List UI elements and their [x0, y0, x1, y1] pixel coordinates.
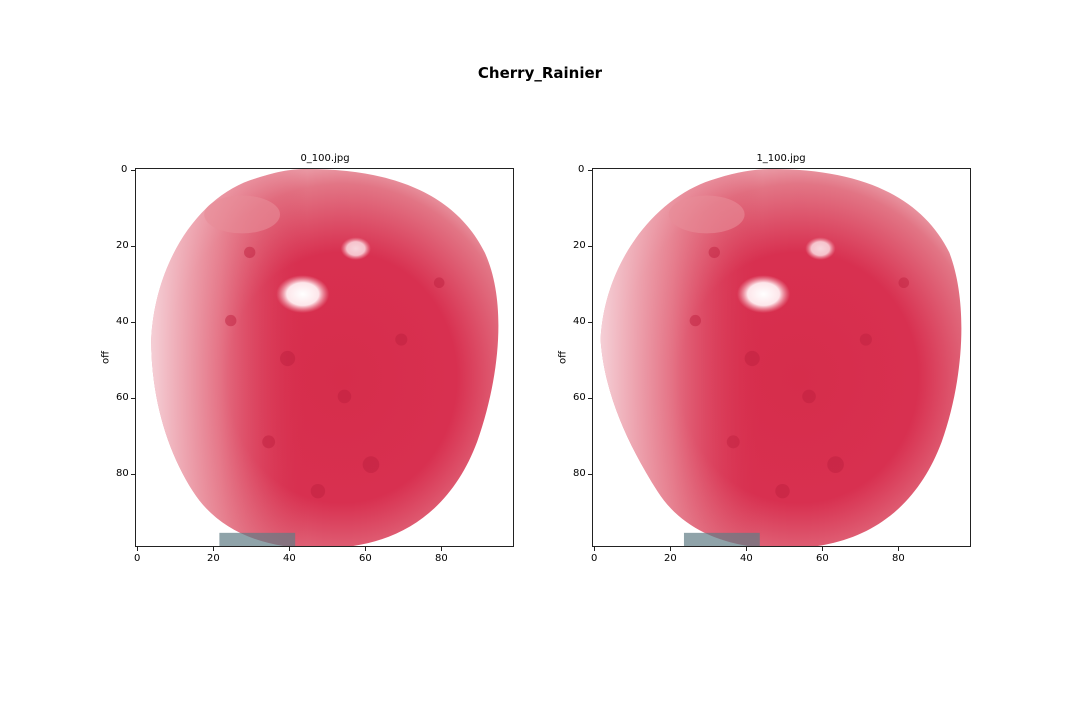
y-tick-mark: [588, 474, 592, 475]
x-tick-mark: [137, 547, 138, 551]
image-frame: [135, 168, 514, 547]
x-tick-label: 60: [359, 553, 372, 564]
x-tick-label: 60: [816, 553, 829, 564]
cherry-image: [593, 169, 970, 546]
x-tick-label: 0: [591, 553, 598, 564]
y-tick-mark: [588, 170, 592, 171]
cherry-image: [136, 169, 513, 546]
y-tick-label: 40: [573, 316, 586, 327]
x-tick-mark: [289, 547, 290, 551]
y-tick-mark: [588, 398, 592, 399]
y-tick-label: 80: [116, 468, 129, 479]
y-tick-mark: [131, 170, 135, 171]
x-tick-mark: [365, 547, 366, 551]
y-axis-label: off: [557, 351, 569, 365]
y-axis-label: off: [100, 351, 112, 365]
x-tick-label: 80: [435, 553, 448, 564]
y-tick-label: 0: [578, 164, 585, 175]
x-tick-mark: [822, 547, 823, 551]
y-tick-mark: [131, 474, 135, 475]
y-tick-label: 40: [116, 316, 129, 327]
x-tick-label: 40: [740, 553, 753, 564]
y-tick-mark: [588, 246, 592, 247]
x-tick-label: 40: [283, 553, 296, 564]
y-tick-mark: [131, 398, 135, 399]
y-tick-mark: [131, 322, 135, 323]
x-tick-label: 20: [207, 553, 220, 564]
x-tick-mark: [213, 547, 214, 551]
figure-title: Cherry_Rainier: [477, 64, 603, 82]
x-tick-label: 0: [134, 553, 141, 564]
x-tick-mark: [746, 547, 747, 551]
y-tick-label: 60: [116, 392, 129, 403]
y-tick-label: 0: [121, 164, 128, 175]
x-tick-mark: [670, 547, 671, 551]
y-tick-mark: [588, 322, 592, 323]
y-tick-label: 20: [116, 240, 129, 251]
x-tick-label: 80: [892, 553, 905, 564]
y-tick-label: 20: [573, 240, 586, 251]
y-tick-mark: [131, 246, 135, 247]
panel-title: 1_100.jpg: [756, 153, 806, 164]
y-tick-label: 60: [573, 392, 586, 403]
x-tick-mark: [898, 547, 899, 551]
x-tick-label: 20: [664, 553, 677, 564]
y-tick-label: 80: [573, 468, 586, 479]
panel-title: 0_100.jpg: [300, 153, 350, 164]
x-tick-mark: [594, 547, 595, 551]
x-tick-mark: [441, 547, 442, 551]
image-frame: [592, 168, 971, 547]
